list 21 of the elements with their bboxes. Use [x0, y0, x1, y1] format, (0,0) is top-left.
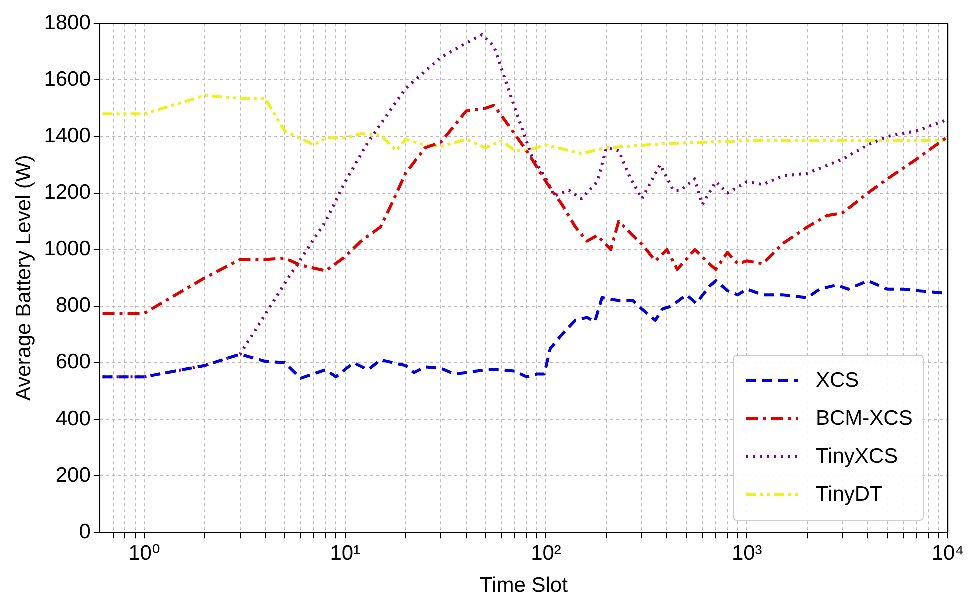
y-tick-label: 600 [56, 350, 91, 374]
y-axis-title: Average Battery Level (W) [12, 155, 36, 402]
x-tick-label: 10¹ [330, 542, 361, 565]
x-tick-label: 10² [531, 542, 562, 565]
y-tick-label: 1600 [44, 68, 91, 91]
x-axis-title: Time Slot [480, 574, 568, 598]
x-tick-label: 10³ [732, 542, 762, 565]
legend-label: TinyDT [816, 482, 883, 507]
y-tick-label: 1800 [44, 11, 91, 34]
y-tick-label: 200 [56, 464, 91, 487]
y-tick-label: 1400 [44, 124, 91, 148]
y-tick-label: 400 [56, 407, 91, 430]
y-tick-label: 800 [56, 294, 91, 318]
legend-label: BCM-XCS [816, 406, 913, 431]
y-tick-label: 1200 [44, 181, 91, 204]
x-tick-label: 10⁴ [932, 542, 964, 565]
y-tick-label: 1000 [44, 238, 91, 261]
x-tick-label: 10⁰ [128, 542, 160, 565]
legend-label: TinyXCS [816, 444, 898, 469]
y-tick-label: 0 [79, 520, 91, 544]
legend-label: XCS [816, 368, 860, 393]
